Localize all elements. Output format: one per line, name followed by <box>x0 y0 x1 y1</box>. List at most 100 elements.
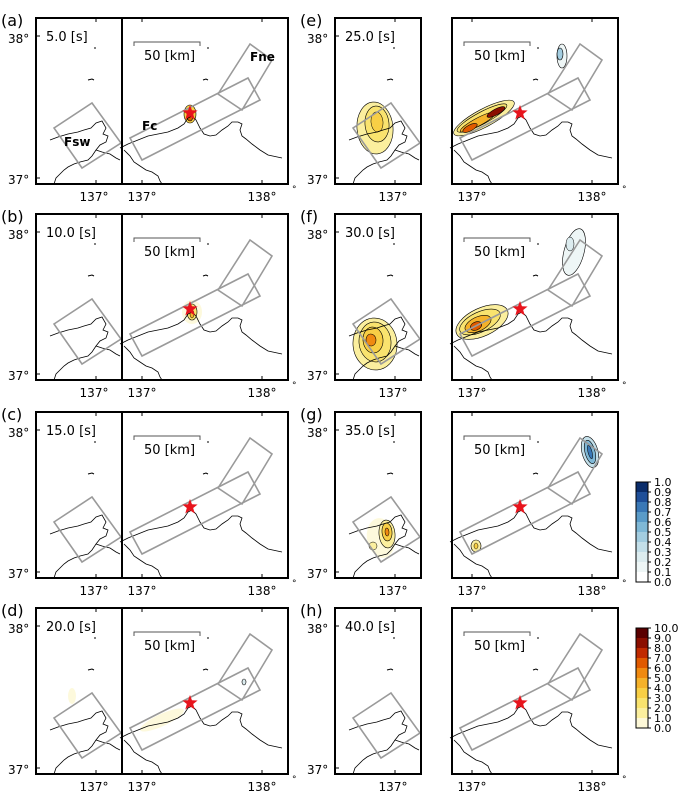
lat-label-top: 38° <box>8 622 29 636</box>
left-map-background <box>335 608 421 774</box>
left-map-frame <box>334 17 422 185</box>
degree-mark: ° <box>622 381 627 391</box>
island-1 <box>202 472 209 475</box>
coastline-south <box>123 543 163 579</box>
degree-mark: ° <box>622 775 627 785</box>
colorbar-blue-tick-label: 0.1 <box>654 566 672 579</box>
colorbar-blue-swatch-3 <box>636 512 648 523</box>
fault-fc <box>458 272 592 358</box>
right-map-frame <box>121 213 289 381</box>
scale-bar: 50 [km] <box>133 435 201 458</box>
slip-patch-right-4 <box>486 106 506 118</box>
scale-bar-label: 50 [km] <box>474 245 525 260</box>
lon-label: 137° <box>379 584 408 598</box>
scale-bar: 50 [km] <box>463 237 531 260</box>
degree-mark: ° <box>292 381 297 391</box>
panel-label: (a) <box>1 11 23 30</box>
lat-label-top: 38° <box>307 426 328 440</box>
lat-label-bottom: 37° <box>307 173 328 187</box>
lon-label: 138° <box>248 190 277 204</box>
panel-e: (e) 25.0 [s] 38° 37° 137° 50 [km] 137° 138° ° <box>300 11 627 204</box>
lon-label: 138° <box>248 780 277 794</box>
colorbar-warm: 10.09.08.07.06.05.04.03.02.01.00.0 <box>635 622 679 735</box>
left-map: 35.0 [s] <box>334 411 422 579</box>
lat-label-top: 38° <box>307 622 328 636</box>
lon-label: 137° <box>379 780 408 794</box>
island-1 <box>87 472 95 475</box>
fault-fne <box>216 436 274 506</box>
coastline-south <box>394 543 420 555</box>
island-1 <box>386 472 394 475</box>
fault-fne <box>216 42 274 112</box>
left-map: 10.0 [s] <box>35 213 123 381</box>
lon-label: 137° <box>80 190 109 204</box>
slip-patch-right-1 <box>473 542 479 550</box>
epicenter-star <box>512 105 528 120</box>
left-map: 30.0 [s] <box>334 213 422 381</box>
scale-bar-line <box>133 41 201 46</box>
island-1 <box>386 78 394 81</box>
coastline <box>449 311 613 355</box>
lon-label: 137° <box>379 190 408 204</box>
right-map-background <box>452 412 618 578</box>
left-map: 5.0 [s] Fsw <box>35 17 123 185</box>
lat-label-bottom: 37° <box>307 567 328 581</box>
slip-patch-right-1 <box>241 678 247 686</box>
coastline <box>119 115 283 159</box>
coastline <box>348 710 408 775</box>
coastline-south <box>394 345 420 357</box>
island-1 <box>87 78 95 81</box>
lon-label: 138° <box>578 584 607 598</box>
colorbar-warm-swatch-0 <box>636 628 648 639</box>
fault-label-fne: Fne <box>250 50 275 64</box>
lon-label: 137° <box>128 386 157 400</box>
right-map-background <box>122 412 288 578</box>
colorbar-blue-tick-label: 0.6 <box>654 516 672 529</box>
colorbar-warm-tick-label: 3.0 <box>654 692 672 705</box>
colorbar-warm-tick-label: 2.0 <box>654 702 672 715</box>
epicenter-star <box>182 499 198 514</box>
left-map-frame <box>334 213 422 381</box>
panel-label: (d) <box>1 601 24 620</box>
epicenter-star <box>512 301 528 316</box>
time-label: 25.0 [s] <box>345 30 395 45</box>
colorbar-blue-swatch-6 <box>636 542 648 553</box>
right-map-frame <box>121 607 289 775</box>
colorbar-warm-swatch-2 <box>636 648 648 659</box>
colorbar-blue-swatch-9 <box>636 572 648 583</box>
left-map: 40.0 [s] <box>334 607 422 775</box>
colorbar-blue-tick-label: 0.7 <box>654 506 672 519</box>
slip-patch-right-6 <box>556 47 564 61</box>
right-map: 50 [km] <box>449 213 619 381</box>
coastline <box>348 316 408 381</box>
slip-patch-left-3 <box>384 527 390 537</box>
panel-label: (e) <box>300 11 322 30</box>
time-label: 15.0 [s] <box>46 424 96 439</box>
lat-label-top: 38° <box>8 32 29 46</box>
panel-c: (c) 15.0 [s] 38° 37° 137° 50 [km] 137° 138° ° <box>1 405 297 598</box>
panel-label: (f) <box>300 207 318 226</box>
colorbar-blue-swatch-5 <box>636 532 648 543</box>
colorbar-blue-tick-label: 0.4 <box>654 536 672 549</box>
scale-bar: 50 [km] <box>133 631 201 654</box>
panel-b: (b) 10.0 [s] 38° 37° 137° 50 [km] 137° 138° ° <box>1 207 297 400</box>
left-map-background <box>36 412 122 578</box>
fault-label-fc: Fc <box>142 119 157 133</box>
colorbar-blue-swatch-8 <box>636 562 648 573</box>
time-label: 40.0 [s] <box>345 620 395 635</box>
scale-bar: 50 [km] <box>133 41 201 64</box>
lon-label: 137° <box>458 780 487 794</box>
coastline-south <box>95 149 121 161</box>
right-map-background <box>122 18 288 184</box>
fault-fne <box>216 632 274 702</box>
right-map-background <box>122 214 288 380</box>
scale-bar-line <box>463 41 531 46</box>
scale-bar-line <box>133 631 201 636</box>
right-map-frame <box>121 17 289 185</box>
fault-label-fsw: Fsw <box>64 135 90 149</box>
coastline-south <box>394 149 420 161</box>
panel-h: (h) 40.0 [s] 38° 37° 137° 50 [km] 137° 138° ° <box>300 601 627 794</box>
island-1 <box>87 274 95 277</box>
island-1 <box>532 274 539 277</box>
coastline <box>449 705 613 749</box>
